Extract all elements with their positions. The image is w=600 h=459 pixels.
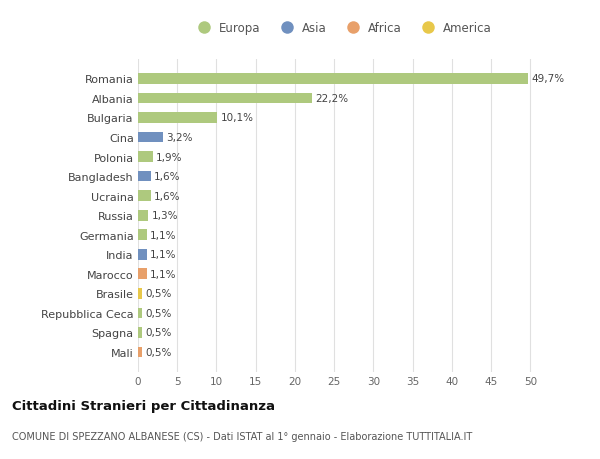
Text: 1,1%: 1,1% xyxy=(150,230,176,240)
Text: 1,3%: 1,3% xyxy=(151,211,178,221)
Bar xyxy=(138,74,528,84)
Bar xyxy=(138,113,217,123)
Bar xyxy=(138,132,163,143)
Bar xyxy=(138,171,151,182)
Bar xyxy=(138,308,142,319)
Text: Cittadini Stranieri per Cittadinanza: Cittadini Stranieri per Cittadinanza xyxy=(12,399,275,412)
Bar xyxy=(138,93,312,104)
Text: 0,5%: 0,5% xyxy=(145,289,172,299)
Text: COMUNE DI SPEZZANO ALBANESE (CS) - Dati ISTAT al 1° gennaio - Elaborazione TUTTI: COMUNE DI SPEZZANO ALBANESE (CS) - Dati … xyxy=(12,431,472,442)
Bar xyxy=(138,269,146,280)
Bar xyxy=(138,249,146,260)
Text: 1,1%: 1,1% xyxy=(150,269,176,279)
Text: 0,5%: 0,5% xyxy=(145,347,172,357)
Bar xyxy=(138,230,146,241)
Bar xyxy=(138,191,151,202)
Bar xyxy=(138,327,142,338)
Text: 1,6%: 1,6% xyxy=(154,172,180,182)
Text: 10,1%: 10,1% xyxy=(220,113,253,123)
Text: 1,1%: 1,1% xyxy=(150,250,176,260)
Bar xyxy=(138,347,142,358)
Text: 49,7%: 49,7% xyxy=(531,74,564,84)
Text: 22,2%: 22,2% xyxy=(316,94,349,104)
Text: 3,2%: 3,2% xyxy=(166,133,193,143)
Text: 1,6%: 1,6% xyxy=(154,191,180,201)
Text: 1,9%: 1,9% xyxy=(156,152,182,162)
Text: 0,5%: 0,5% xyxy=(145,308,172,318)
Bar xyxy=(138,152,153,162)
Bar xyxy=(138,210,148,221)
Bar xyxy=(138,288,142,299)
Legend: Europa, Asia, Africa, America: Europa, Asia, Africa, America xyxy=(192,22,492,35)
Text: 0,5%: 0,5% xyxy=(145,328,172,338)
